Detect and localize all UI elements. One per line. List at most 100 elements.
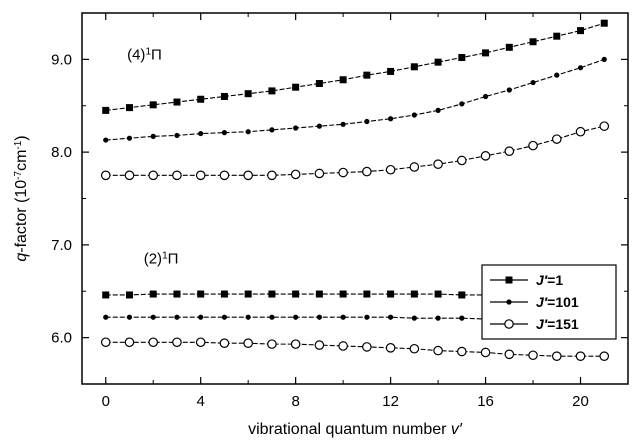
data-point [125,291,133,299]
data-point [599,351,610,361]
x-tick-label: 20 [572,393,589,410]
data-point [125,104,133,112]
data-point [482,93,489,100]
data-point [243,170,253,181]
legend-marker [506,299,512,305]
series-1 [103,56,607,143]
data-point [601,56,607,62]
data-point [220,290,228,298]
data-point [126,314,133,320]
data-point [339,76,347,84]
data-point [268,87,276,95]
data-point [409,343,420,354]
data-point [150,133,156,139]
data-point [364,118,370,125]
data-point [504,146,515,156]
series-line [105,341,605,357]
data-point [551,134,562,144]
x-tick-label: 4 [197,393,205,410]
x-tick-label: 16 [477,393,494,410]
series-line [105,125,605,176]
data-point [124,170,135,181]
state-label: (4)1Π [127,46,162,64]
data-point [528,350,538,361]
data-point [197,290,205,298]
data-point [290,169,301,180]
data-point [388,116,394,122]
data-point [100,170,111,181]
data-point [600,19,608,27]
data-point [220,92,228,100]
data-point [174,132,180,139]
data-point [195,170,206,181]
y-tick-label: 9.0 [51,51,72,68]
data-point [245,314,251,320]
data-point [149,290,157,298]
data-point [435,107,441,113]
data-point [385,343,396,353]
data-point [388,314,394,320]
data-point [458,54,466,62]
data-point [126,135,133,141]
data-point [364,314,370,320]
data-point [316,123,322,129]
data-point [505,43,513,51]
data-point [148,337,159,348]
data-point [480,347,491,358]
data-point [269,127,275,133]
data-point [314,340,325,350]
data-point [293,314,299,320]
data-point [457,155,467,166]
data-point [172,337,182,348]
data-point [268,290,276,298]
state-label: (2)1Π [144,250,179,268]
data-point [174,314,180,320]
x-tick-label: 12 [382,393,399,410]
data-point [363,71,371,79]
data-point [387,67,395,75]
data-point [340,314,346,320]
data-point [433,159,443,169]
data-point [339,290,347,298]
data-point [173,290,181,298]
data-point [387,290,395,298]
data-point [148,170,159,181]
data-point [577,65,584,71]
series-line [105,58,605,141]
annotations: (4)1Π (2)1Π [127,46,178,268]
data-point [457,346,467,357]
legend-marker [505,276,513,284]
data-point [459,315,465,321]
data-point [267,170,277,181]
data-point [435,315,441,321]
data-point [198,130,204,137]
data-point [338,167,348,178]
legend-label: J′=101 [536,294,579,310]
x-axis: 0 4 8 12 16 20 [102,13,629,410]
data-point [577,27,585,35]
data-point [338,341,348,351]
data-point [292,290,300,298]
x-tick-label: 8 [291,393,299,410]
legend-marker [504,319,514,329]
data-point [411,315,417,321]
legend-label: J′=1 [536,272,563,288]
data-point [173,98,181,106]
data-point [362,342,372,352]
data-point [482,49,490,57]
data-point [293,125,299,131]
data-point [340,121,346,127]
data-point [554,72,560,78]
data-point [269,314,275,320]
data-point [221,314,228,320]
data-point [102,291,110,299]
data-point [362,166,372,177]
data-point [458,291,466,299]
legend-label: J′=151 [536,316,579,332]
data-point [410,63,418,71]
data-point [103,314,109,320]
data-point [434,290,442,298]
data-point [102,106,110,114]
data-point [459,101,465,107]
